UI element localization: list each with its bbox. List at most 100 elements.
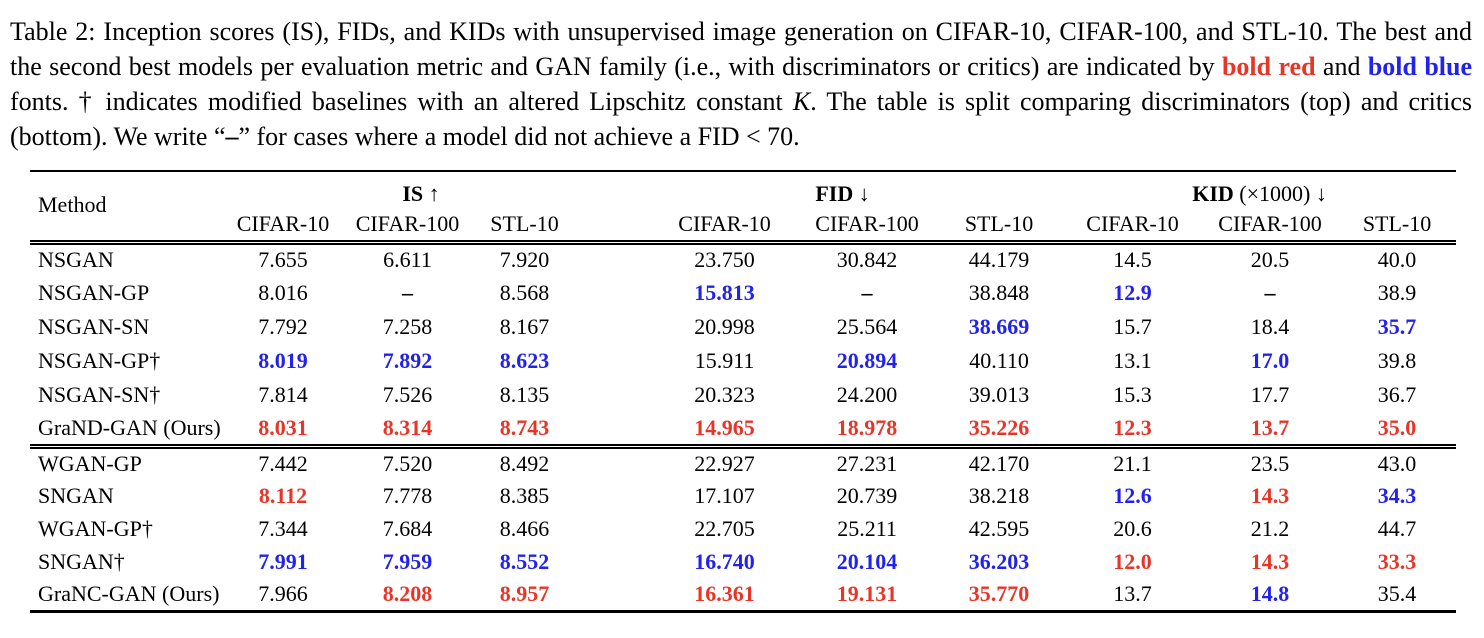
value-cell: 20.739 — [836, 482, 898, 508]
value-cell: 35.770 — [968, 580, 1030, 606]
dataset-header: CIFAR-100 — [815, 210, 919, 236]
table-row: WGAN-GP† 7.344 7.684 8.466 22.705 25.211 42.59… — [30, 512, 1456, 545]
value-cell: 21.2 — [1250, 515, 1290, 541]
value-cell: 42.595 — [968, 515, 1030, 541]
value-cell: 7.520 — [382, 450, 433, 476]
value-cell: 23.750 — [694, 247, 755, 273]
value-cell: 12.6 — [1113, 482, 1152, 508]
value-cell: 14.3 — [1250, 482, 1290, 508]
value-cell: 8.167 — [499, 314, 550, 339]
value-cell: 23.5 — [1250, 450, 1290, 476]
value-cell: 16.361 — [694, 580, 755, 606]
section-critics: WGAN-GP 7.442 7.520 8.492 22.927 27.231 42.170… — [30, 446, 1457, 611]
metric-label: IS — [402, 181, 424, 206]
value-cell: 7.892 — [382, 348, 433, 373]
value-cell: 8.743 — [499, 414, 550, 440]
value-cell: 39.8 — [1377, 348, 1417, 373]
value-cell: 7.991 — [258, 548, 308, 574]
dataset-header: CIFAR-10 — [678, 210, 771, 236]
value-cell: 19.131 — [836, 580, 898, 606]
value-cell: 12.3 — [1113, 414, 1152, 440]
value-cell: 7.920 — [499, 247, 550, 273]
method-cell: WGAN-GP† — [38, 515, 153, 541]
value-cell: 36.7 — [1377, 382, 1417, 407]
value-cell: 35.4 — [1377, 580, 1417, 606]
value-cell: 43.0 — [1377, 450, 1417, 476]
table-row: GraND-GAN (Ours) 8.031 8.314 8.743 14.965 18.… — [30, 412, 1456, 446]
value-cell: 8.016 — [258, 280, 308, 305]
metric-group-header: KID (×1000) ↓ — [1192, 181, 1327, 206]
value-cell: 17.107 — [694, 482, 755, 508]
value-cell: 40.0 — [1377, 247, 1417, 273]
value-cell: 20.894 — [836, 348, 898, 373]
method-cell: NSGAN — [38, 247, 114, 273]
table-row: SNGAN† 7.991 7.959 8.552 16.740 20.104 36.203 1… — [30, 545, 1456, 578]
value-cell: 35.226 — [968, 414, 1030, 440]
value-cell: 22.705 — [694, 515, 755, 541]
table-row: NSGAN-SN 7.792 7.258 8.167 20.998 25.564 38.66… — [30, 310, 1456, 344]
value-cell: 15.7 — [1113, 314, 1152, 339]
value-cell: – — [402, 280, 413, 305]
value-cell: 8.208 — [382, 580, 433, 606]
value-cell: 16.740 — [694, 548, 755, 574]
value-cell: 20.323 — [694, 382, 755, 407]
value-cell: 8.623 — [499, 348, 550, 373]
value-cell: 15.3 — [1113, 382, 1152, 407]
value-cell: 14.5 — [1113, 247, 1152, 273]
value-cell: 8.957 — [499, 580, 550, 606]
value-cell: 7.778 — [382, 482, 433, 508]
dataset-header: STL-10 — [964, 210, 1034, 236]
dataset-header: CIFAR-100 — [1218, 210, 1322, 236]
value-cell: 8.019 — [258, 348, 308, 373]
table-row: NSGAN-SN† 7.814 7.526 8.135 20.323 24.200 39.0… — [30, 378, 1456, 412]
dataset-header: CIFAR-10 — [1086, 210, 1179, 236]
value-cell: 36.203 — [968, 548, 1030, 574]
value-cell: 18.978 — [836, 414, 898, 440]
value-cell: 17.0 — [1250, 348, 1290, 373]
value-cell: 7.684 — [382, 515, 433, 541]
value-cell: 15.911 — [694, 348, 755, 373]
value-cell: 7.258 — [382, 314, 433, 339]
value-cell: 20.6 — [1113, 515, 1152, 541]
metric-group-header: FID ↓ — [815, 181, 870, 206]
results-table: Method IS ↑ FID ↓ KID (×1000) ↓ CIFAR-10 CI… — [30, 170, 1457, 613]
value-cell: 38.9 — [1377, 280, 1417, 305]
value-cell: 14.3 — [1250, 548, 1290, 574]
value-cell: 8.568 — [499, 280, 550, 305]
value-cell: 18.4 — [1250, 314, 1290, 339]
value-cell: 44.179 — [968, 247, 1030, 273]
method-cell: NSGAN-SN — [38, 314, 150, 339]
value-cell: 8.385 — [499, 482, 550, 508]
value-cell: 7.442 — [258, 450, 308, 476]
value-cell: 7.966 — [258, 580, 308, 606]
value-cell: 14.965 — [694, 414, 755, 440]
value-cell: 40.110 — [969, 348, 1029, 373]
table-header: Method IS ↑ FID ↓ KID (×1000) ↓ CIFAR-10 CI… — [30, 171, 1457, 242]
value-cell: 7.655 — [258, 247, 308, 273]
value-cell: 7.792 — [258, 314, 308, 339]
value-cell: 25.211 — [837, 515, 897, 541]
value-cell: 24.200 — [836, 382, 898, 407]
value-cell: 44.7 — [1377, 515, 1417, 541]
value-cell: 42.170 — [968, 450, 1030, 476]
value-cell: 8.552 — [499, 548, 550, 574]
metric-label: KID — [1192, 181, 1234, 206]
table-row: GraNC-GAN (Ours) 7.966 8.208 8.957 16.361 19.… — [30, 578, 1456, 611]
method-cell: WGAN-GP — [38, 450, 142, 476]
dataset-header: STL-10 — [490, 210, 559, 236]
dataset-header: CIFAR-100 — [355, 210, 460, 236]
metric-group-header: IS ↑ — [402, 181, 440, 206]
method-cell: GraNC-GAN (Ours) — [38, 580, 220, 606]
method-cell: SNGAN — [38, 482, 114, 508]
value-cell: 39.013 — [968, 382, 1030, 407]
dataset-header: STL-10 — [1362, 210, 1432, 236]
method-column-header: Method — [38, 192, 107, 218]
method-cell: NSGAN-GP — [38, 280, 150, 305]
metric-label: FID — [815, 181, 854, 206]
caption-segment: K — [792, 87, 811, 116]
value-cell: 30.842 — [836, 247, 898, 273]
caption-segment: . The table is split comparing discrimin… — [10, 87, 1473, 151]
value-cell: 7.526 — [382, 382, 433, 407]
value-cell: 7.344 — [258, 515, 308, 541]
caption-segment: ” for cases where a model did not achiev… — [238, 122, 800, 151]
